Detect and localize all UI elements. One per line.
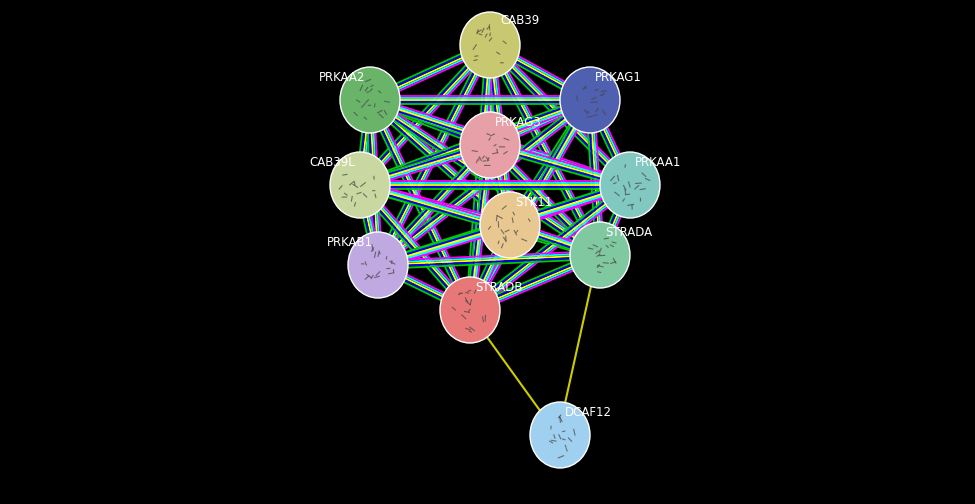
Ellipse shape (460, 112, 520, 178)
Ellipse shape (570, 222, 630, 288)
Text: PRKAB1: PRKAB1 (327, 236, 373, 249)
Ellipse shape (460, 12, 520, 78)
Text: CAB39: CAB39 (500, 14, 539, 27)
Ellipse shape (530, 402, 590, 468)
Text: PRKAA1: PRKAA1 (635, 156, 682, 169)
Ellipse shape (340, 67, 400, 133)
Text: CAB39L: CAB39L (309, 156, 355, 169)
Ellipse shape (348, 232, 408, 298)
Text: PRKAG3: PRKAG3 (495, 116, 542, 129)
Text: STRADB: STRADB (475, 281, 523, 294)
Text: STRADA: STRADA (605, 226, 652, 239)
Text: PRKAG1: PRKAG1 (595, 71, 642, 84)
Text: DCAF12: DCAF12 (565, 406, 612, 419)
Ellipse shape (330, 152, 390, 218)
Ellipse shape (560, 67, 620, 133)
Ellipse shape (600, 152, 660, 218)
Ellipse shape (480, 192, 540, 258)
Text: PRKAA2: PRKAA2 (319, 71, 365, 84)
Ellipse shape (440, 277, 500, 343)
Text: STK11: STK11 (515, 196, 552, 209)
